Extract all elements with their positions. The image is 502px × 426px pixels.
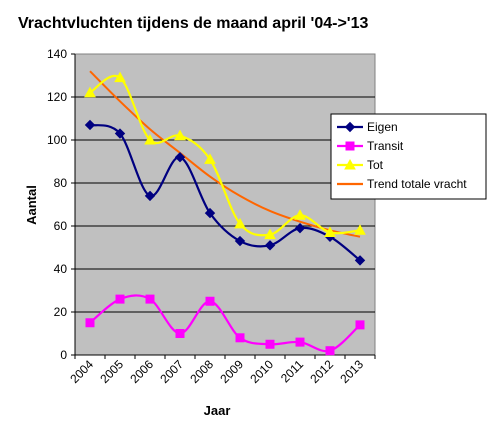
y-tick-label: 140 — [47, 47, 67, 61]
data-point-eigen — [114, 128, 126, 139]
series-line-transit — [89, 294, 361, 353]
legend-marker — [345, 141, 355, 151]
data-point-transit — [205, 296, 215, 306]
data-point-transit — [115, 294, 125, 304]
legend-item-tot: Tot — [337, 158, 384, 172]
legend-marker — [344, 121, 356, 133]
series-line-tot — [89, 74, 361, 237]
legend-label: Eigen — [367, 120, 398, 134]
y-tick-label: 0 — [60, 348, 67, 362]
y-tick-label: 80 — [54, 176, 68, 190]
y-tick-label: 100 — [47, 133, 67, 147]
data-point-eigen — [174, 151, 186, 163]
plot-area — [74, 53, 376, 356]
x-tick-label: 2010 — [247, 357, 276, 386]
data-point-transit — [175, 329, 185, 338]
x-tick-label: 2009 — [217, 357, 246, 386]
data-point-eigen — [264, 240, 276, 251]
x-tick-label: 2007 — [157, 357, 186, 386]
data-point-tot — [114, 71, 126, 83]
data-point-eigen — [294, 222, 306, 234]
legend-label: Trend totale vracht — [367, 177, 467, 191]
x-tick-label: 2011 — [278, 357, 306, 385]
series-trend-totale-vracht — [89, 70, 361, 238]
x-tick-label: 2012 — [307, 357, 336, 386]
x-tick-label: 2013 — [337, 357, 366, 386]
data-point-transit — [295, 337, 305, 347]
data-point-tot — [84, 86, 96, 98]
data-point-eigen — [234, 235, 246, 247]
data-point-tot — [144, 133, 156, 145]
series-layer — [84, 70, 366, 356]
data-point-tot — [174, 129, 186, 141]
y-tick-label: 20 — [54, 305, 68, 319]
data-point-tot — [234, 217, 246, 229]
data-point-transit — [355, 320, 365, 330]
y-tick-label: 60 — [54, 219, 68, 233]
series-transit — [85, 294, 365, 356]
x-tick-label: 2005 — [97, 357, 126, 386]
chart-title: Vrachtvluchten tijdens de maand april '0… — [18, 15, 369, 32]
data-point-tot — [264, 228, 276, 240]
data-point-eigen — [144, 190, 156, 202]
x-tick-label: 2008 — [187, 357, 216, 386]
data-point-transit — [235, 333, 245, 343]
legend-item-trend-totale-vracht: Trend totale vracht — [337, 177, 467, 191]
x-tick-label: 2006 — [127, 357, 156, 386]
data-point-tot — [204, 153, 216, 164]
data-point-transit — [325, 346, 335, 356]
legend-label: Tot — [367, 158, 384, 172]
legend-item-eigen: Eigen — [337, 120, 398, 134]
data-point-transit — [265, 339, 275, 349]
y-tick-label: 40 — [54, 262, 68, 276]
data-point-transit — [145, 294, 155, 304]
data-point-tot — [354, 224, 366, 235]
x-axis-title: Jaar — [204, 403, 231, 418]
series-line-trend-totale-vracht — [89, 70, 361, 238]
data-point-transit — [85, 318, 95, 328]
data-point-eigen — [354, 255, 366, 266]
legend-item-transit: Transit — [337, 139, 404, 153]
data-point-tot — [324, 226, 336, 237]
legend-marker — [344, 158, 356, 170]
legend-label: Transit — [367, 139, 404, 153]
data-point-tot — [294, 209, 306, 220]
x-tick-label: 2004 — [67, 357, 96, 386]
data-point-eigen — [84, 119, 96, 131]
series-line-eigen — [89, 123, 361, 262]
legend: Eigen Transit Tot Trend totale vracht — [330, 113, 487, 200]
series-tot — [84, 71, 366, 240]
y-axis-title: Aantal — [24, 185, 39, 225]
data-point-eigen — [204, 207, 216, 219]
y-tick-label: 120 — [47, 90, 67, 104]
